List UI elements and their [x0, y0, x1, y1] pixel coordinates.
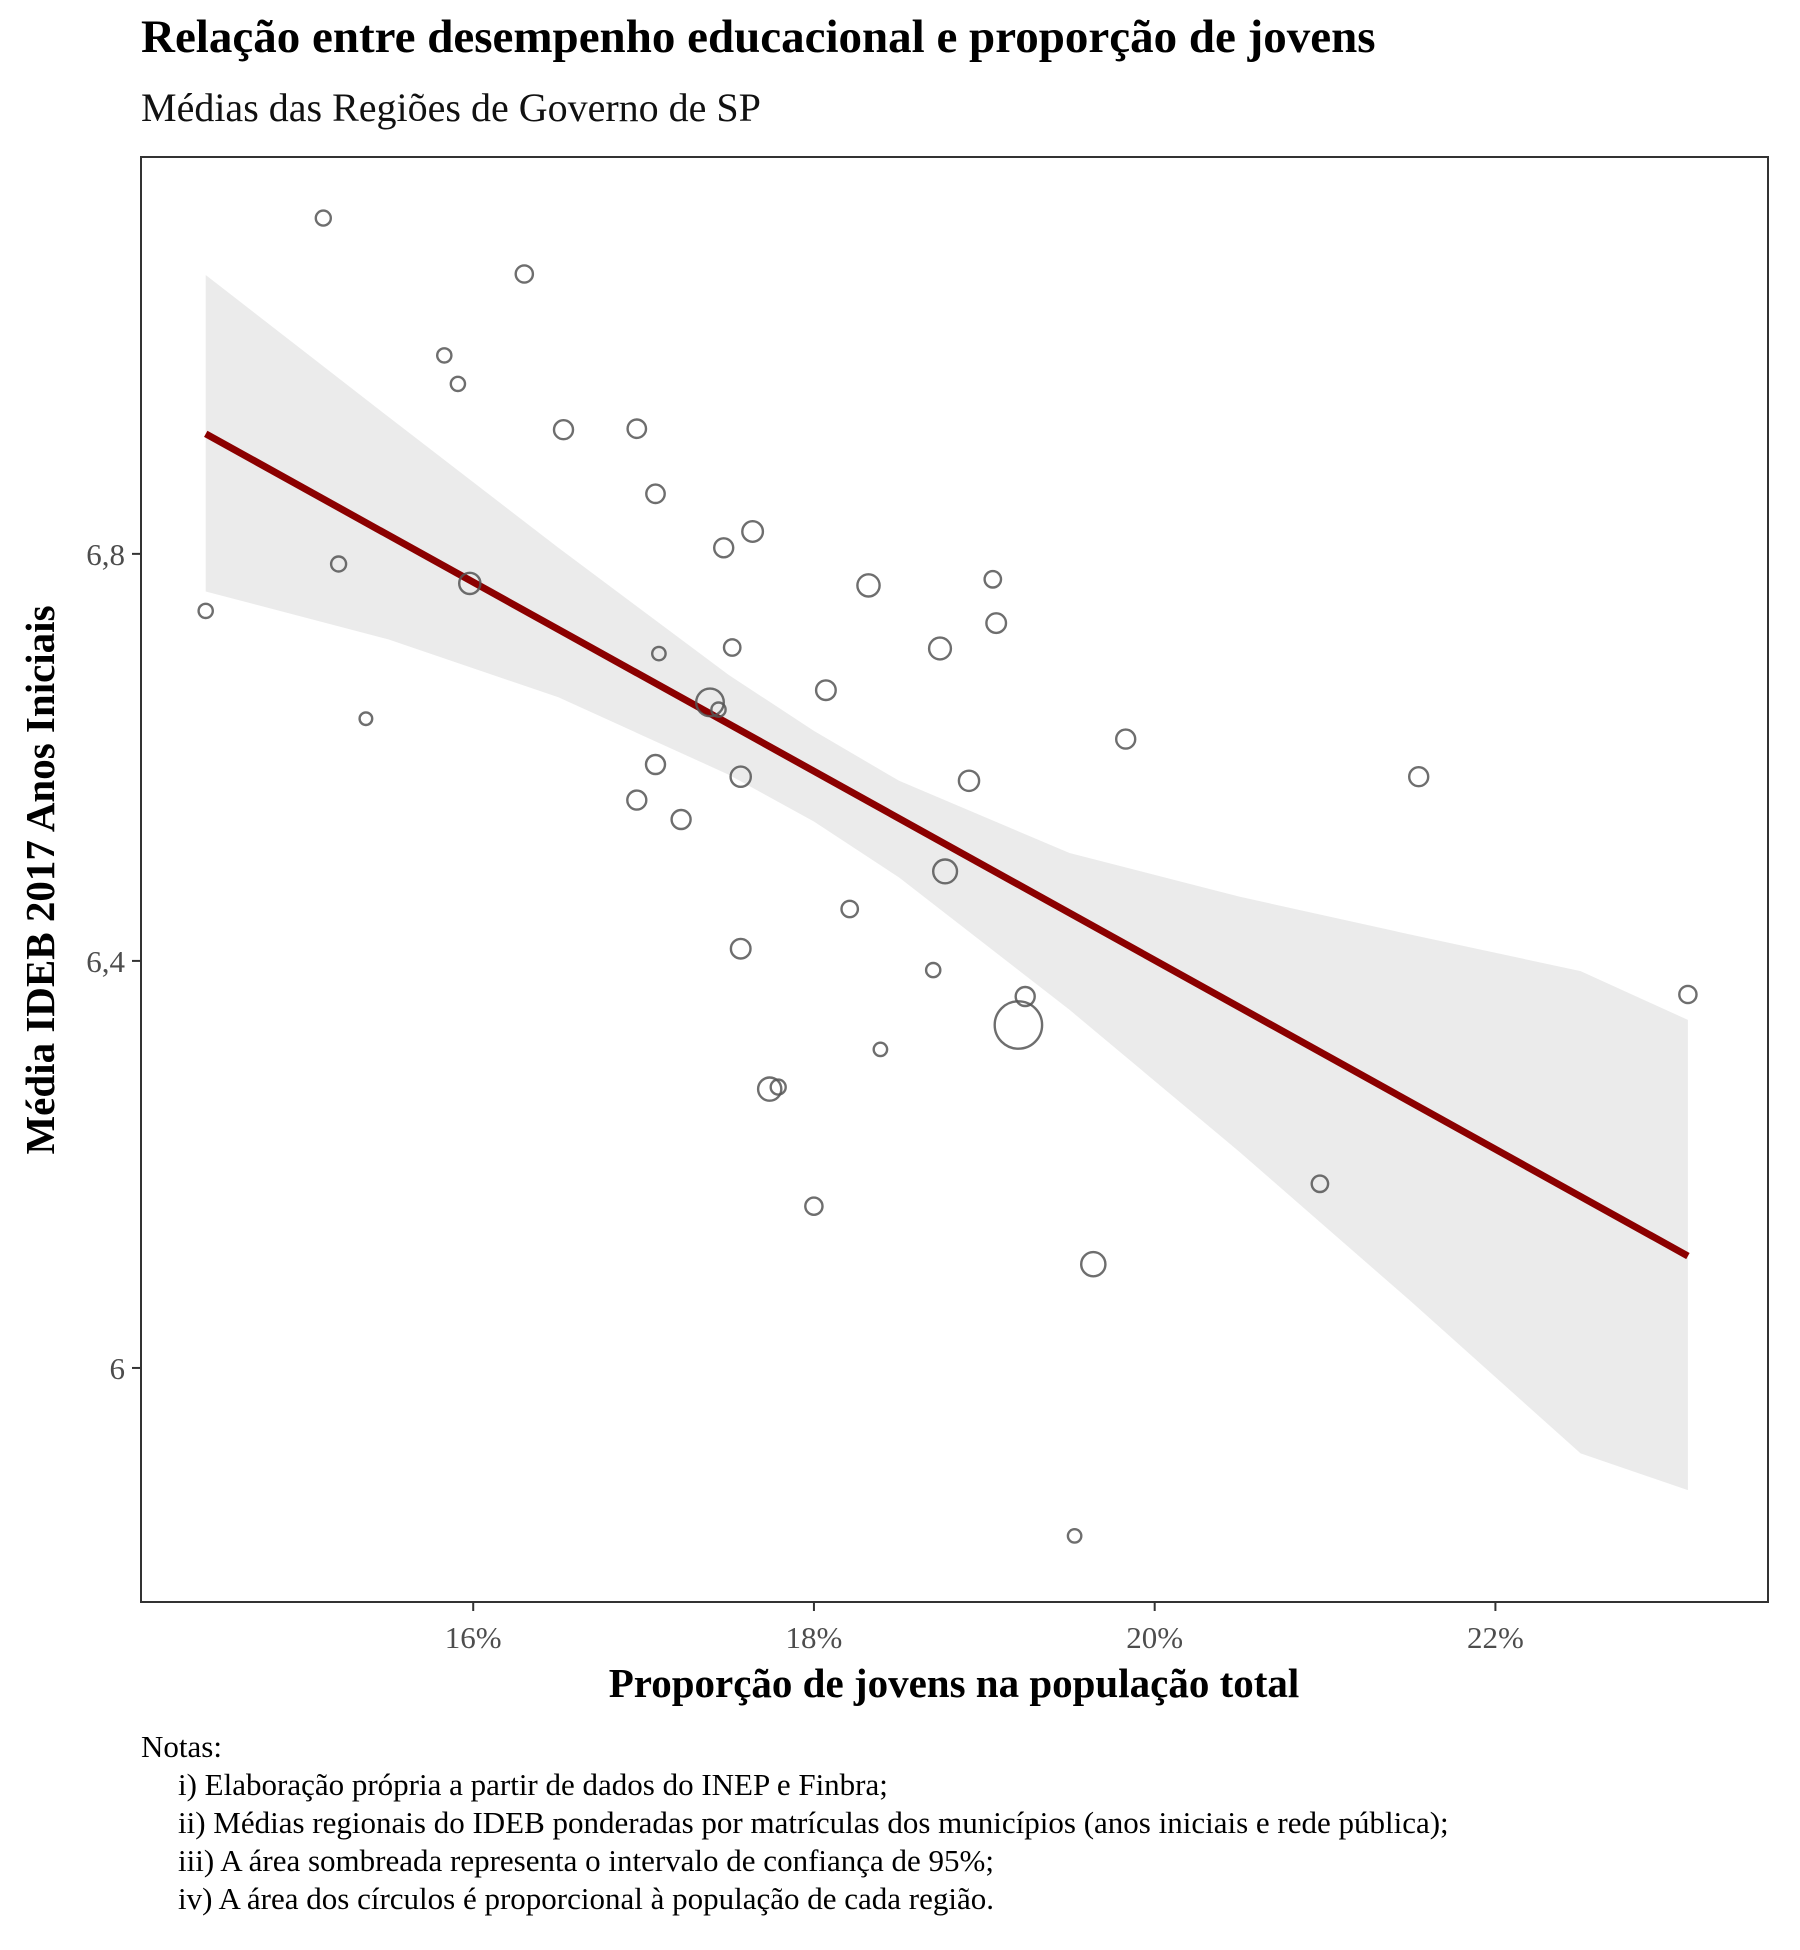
data-point [1310, 1174, 1330, 1194]
data-point [435, 347, 453, 364]
data-point [931, 858, 959, 885]
data-point [695, 687, 726, 718]
data-point [840, 899, 860, 919]
data-point [1066, 1528, 1083, 1544]
note-item: i) Elaboração própria a partir de dados … [178, 1767, 888, 1802]
x-tick-label: 20% [1126, 1620, 1183, 1655]
data-point [1014, 985, 1036, 1008]
notes-heading: Notas: [141, 1729, 222, 1764]
y-tick-label: 6,4 [86, 944, 125, 979]
chart-subtitle: Médias das Regiões de Governo de SP [141, 85, 761, 130]
data-point [329, 555, 348, 573]
axes-layer: 16% 18% 20% 22% 6 6,4 6,8 [86, 537, 1524, 1655]
data-point [804, 1196, 824, 1216]
data-point [1678, 984, 1698, 1005]
chart-title: Relação entre desempenho educacional e p… [141, 11, 1376, 63]
x-tick-label: 22% [1467, 1620, 1524, 1655]
data-point [358, 711, 374, 727]
data-point [729, 765, 753, 789]
data-point [993, 1000, 1044, 1050]
notes-block: Notas: i) Elaboração própria a partir de… [141, 1728, 1449, 1918]
data-point [197, 602, 214, 620]
data-point [645, 483, 666, 505]
data-point [722, 638, 742, 657]
data-point [626, 418, 648, 440]
data-point [710, 701, 727, 718]
fit-line-layer [204, 430, 1690, 1260]
data-point [924, 961, 942, 979]
note-item: iii) A área sombreada representa o inter… [178, 1843, 994, 1878]
regression-line [204, 430, 1690, 1260]
x-tick-label: 18% [786, 1620, 843, 1655]
data-point [651, 645, 667, 662]
data-point [814, 679, 837, 702]
note-item: iv) A área dos círculos é proporcional à… [178, 1881, 994, 1916]
data-point [314, 209, 332, 227]
data-point [644, 753, 667, 776]
data-point [856, 573, 881, 598]
data-point [985, 612, 1008, 635]
data-point [741, 520, 765, 544]
note-item: ii) Médias regionais do IDEB ponderadas … [178, 1805, 1449, 1840]
data-point [1407, 766, 1430, 788]
data-point [514, 264, 535, 284]
data-point [449, 375, 467, 393]
points-layer [197, 209, 1698, 1544]
y-tick-label: 6 [110, 1351, 126, 1386]
data-point [626, 789, 648, 811]
data-point [983, 569, 1003, 589]
data-point [670, 808, 692, 831]
data-point [552, 419, 575, 441]
x-tick-label: 16% [445, 1620, 502, 1655]
data-point [872, 1041, 889, 1058]
data-point [713, 537, 735, 559]
plot-panel-border [140, 156, 1769, 1603]
data-point [927, 636, 953, 661]
data-point [729, 937, 752, 960]
data-point [756, 1076, 783, 1102]
data-point [1080, 1250, 1107, 1278]
y-axis-label: Média IDEB 2017 Anos Iniciais [17, 605, 63, 1154]
y-tick-label: 6,8 [86, 537, 125, 572]
data-point [769, 1078, 787, 1096]
data-point [957, 769, 981, 793]
x-axis-label: Proporção de jovens na população total [609, 1660, 1300, 1706]
data-point [457, 571, 482, 596]
data-point [1114, 728, 1137, 750]
